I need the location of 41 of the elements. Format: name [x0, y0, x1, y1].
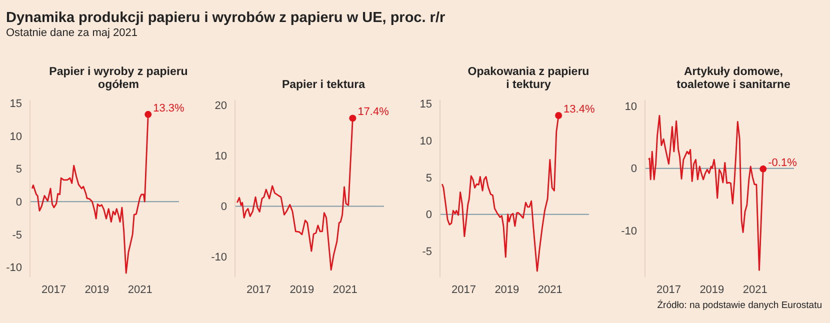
y-tick-label: 0	[220, 201, 227, 214]
x-tick-label: 2019	[494, 284, 520, 296]
x-tick-label: 2021	[538, 284, 562, 296]
y-tick-label: 10	[420, 135, 432, 148]
x-tick-label: 2017	[42, 284, 66, 296]
chart-title: Papier i wyroby z papieru ogółem	[48, 65, 189, 92]
chart-title: Artykuły domowe, toaletowe i sanitarne	[676, 65, 792, 92]
x-tick-label: 2017	[656, 284, 681, 296]
y-tick-label: 15	[420, 98, 432, 111]
y-tick-label: 5	[426, 172, 432, 184]
text: Dynamika produkcji papieru i wyrobów z papieru w UE, proc. r/r	[6, 10, 446, 27]
annotation: 17.4%	[358, 106, 390, 118]
x-tick-label: 2017	[246, 284, 271, 296]
text: Ostatnie dane za maj 2021	[6, 27, 138, 40]
y-tick-label: 0	[630, 163, 637, 176]
x-tick-label: 2021	[128, 284, 152, 296]
x-tick-label: 2021	[332, 284, 358, 296]
y-tick-label: -10	[621, 225, 637, 238]
annotation: 13.3%	[153, 102, 185, 114]
y-tick-label: 0	[426, 209, 432, 222]
y-tick-label: 10	[624, 101, 637, 114]
text: Źródło: na podstawie danych Eurostatu	[657, 300, 822, 311]
y-tick-label: 10	[214, 150, 227, 163]
chart-title: Papier i tektura	[280, 78, 366, 92]
y-tick-label: 15	[10, 98, 22, 110]
y-tick-label: -5	[12, 229, 22, 242]
annotation: -0.1%	[768, 156, 798, 169]
y-tick-label: -10	[6, 262, 22, 274]
x-tick-label: 2017	[452, 284, 476, 296]
y-tick-label: -10	[211, 252, 227, 264]
y-tick-label: 0	[16, 196, 22, 209]
y-tick-label: -5	[422, 246, 432, 258]
chart-title: Opakowania z papieru i tektury	[466, 65, 590, 92]
y-tick-label: 10	[10, 130, 22, 143]
x-tick-label: 2019	[700, 284, 724, 296]
x-tick-label: 2019	[84, 284, 110, 296]
annotation: 13.4%	[564, 103, 595, 116]
y-tick-label: 5	[16, 164, 22, 176]
y-tick-label: 20	[214, 100, 227, 112]
x-tick-label: 2019	[290, 284, 314, 296]
x-tick-label: 2021	[742, 284, 768, 296]
